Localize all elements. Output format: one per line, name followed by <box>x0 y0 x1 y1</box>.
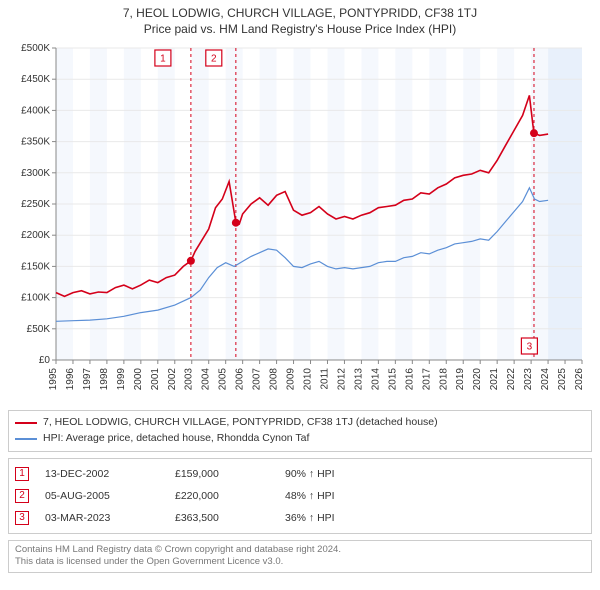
sale-date: 03-MAR-2023 <box>45 512 175 524</box>
svg-text:2002: 2002 <box>167 368 178 391</box>
svg-text:£250K: £250K <box>21 199 50 210</box>
svg-text:2018: 2018 <box>438 368 449 391</box>
sales-row: 2 05-AUG-2005£220,00048% ↑ HPI <box>15 485 585 507</box>
legend: 7, HEOL LODWIG, CHURCH VILLAGE, PONTYPRI… <box>8 410 592 452</box>
svg-text:£400K: £400K <box>21 105 50 116</box>
svg-text:£100K: £100K <box>21 293 50 304</box>
svg-text:2019: 2019 <box>455 368 466 391</box>
sale-point <box>187 257 195 265</box>
svg-text:3: 3 <box>527 342 533 353</box>
sale-marker-icon: 1 <box>15 467 29 481</box>
sale-price: £363,500 <box>175 512 285 524</box>
legend-swatch <box>15 422 37 424</box>
svg-text:2: 2 <box>211 54 217 65</box>
legend-item-hpi: HPI: Average price, detached house, Rhon… <box>15 431 585 447</box>
svg-text:2017: 2017 <box>421 368 432 391</box>
svg-text:£450K: £450K <box>21 74 50 85</box>
footer-line: This data is licensed under the Open Gov… <box>15 556 585 569</box>
svg-text:2022: 2022 <box>506 368 517 391</box>
legend-swatch <box>15 438 37 440</box>
svg-text:2026: 2026 <box>574 368 585 391</box>
svg-text:£350K: £350K <box>21 137 50 148</box>
y-axis: £0 £50K £100K £150K £200K £250K £300K £350K £400… <box>21 43 56 366</box>
svg-text:£500K: £500K <box>21 43 50 54</box>
svg-text:1999: 1999 <box>116 368 127 391</box>
sale-point <box>232 219 240 227</box>
svg-text:2007: 2007 <box>252 368 263 391</box>
svg-text:£300K: £300K <box>21 168 50 179</box>
svg-text:1: 1 <box>160 54 166 65</box>
svg-text:2014: 2014 <box>370 368 381 391</box>
sale-delta: 90% ↑ HPI <box>285 468 425 480</box>
chart-plot: £0 £50K £100K £150K £200K £250K £300K £350K £400… <box>8 42 592 402</box>
svg-text:2021: 2021 <box>489 368 500 391</box>
sale-delta: 48% ↑ HPI <box>285 490 425 502</box>
sale-point <box>530 129 538 137</box>
svg-text:2000: 2000 <box>133 368 144 391</box>
svg-text:2004: 2004 <box>201 368 212 391</box>
svg-text:2009: 2009 <box>286 368 297 391</box>
sale-date: 05-AUG-2005 <box>45 490 175 502</box>
footer: Contains HM Land Registry data © Crown c… <box>8 540 592 574</box>
chart-title: 7, HEOL LODWIG, CHURCH VILLAGE, PONTYPRI… <box>8 6 592 20</box>
svg-text:2005: 2005 <box>218 368 229 391</box>
sales-row: 1 13-DEC-2002£159,00090% ↑ HPI <box>15 463 585 485</box>
svg-text:2013: 2013 <box>353 368 364 391</box>
svg-text:2001: 2001 <box>150 368 161 391</box>
svg-text:2016: 2016 <box>404 368 415 391</box>
svg-text:£50K: £50K <box>27 324 51 335</box>
svg-text:2012: 2012 <box>336 368 347 391</box>
svg-text:1996: 1996 <box>65 368 76 391</box>
svg-text:2015: 2015 <box>387 368 398 391</box>
legend-label: HPI: Average price, detached house, Rhon… <box>43 431 309 447</box>
svg-text:2024: 2024 <box>540 368 551 391</box>
svg-text:2020: 2020 <box>472 368 483 391</box>
sales-row: 3 03-MAR-2023£363,50036% ↑ HPI <box>15 507 585 529</box>
svg-text:£0: £0 <box>39 355 51 366</box>
legend-label: 7, HEOL LODWIG, CHURCH VILLAGE, PONTYPRI… <box>43 415 438 431</box>
svg-text:£200K: £200K <box>21 230 50 241</box>
sale-price: £220,000 <box>175 490 285 502</box>
sales-table: 1 13-DEC-2002£159,00090% ↑ HPI 2 05-AUG-200… <box>8 458 592 534</box>
footer-line: Contains HM Land Registry data © Crown c… <box>15 544 585 557</box>
sale-marker-icon: 2 <box>15 489 29 503</box>
sale-delta: 36% ↑ HPI <box>285 512 425 524</box>
svg-text:1995: 1995 <box>48 368 59 391</box>
svg-text:2010: 2010 <box>303 368 314 391</box>
svg-text:2006: 2006 <box>235 368 246 391</box>
sale-price: £159,000 <box>175 468 285 480</box>
sale-marker-icon: 3 <box>15 511 29 525</box>
svg-text:1997: 1997 <box>82 368 93 391</box>
svg-text:2023: 2023 <box>523 368 534 391</box>
x-axis: 1995 1996 1997 1998 1999 2000 2001 2002 2003 2004… <box>48 360 585 390</box>
svg-text:£150K: £150K <box>21 261 50 272</box>
chart-container: 7, HEOL LODWIG, CHURCH VILLAGE, PONTYPRI… <box>0 0 600 577</box>
chart-subtitle: Price paid vs. HM Land Registry's House … <box>8 22 592 36</box>
svg-text:2003: 2003 <box>184 368 195 391</box>
svg-text:2025: 2025 <box>557 368 568 391</box>
legend-item-property: 7, HEOL LODWIG, CHURCH VILLAGE, PONTYPRI… <box>15 415 585 431</box>
svg-text:2008: 2008 <box>269 368 280 391</box>
svg-text:2011: 2011 <box>319 368 330 390</box>
sale-date: 13-DEC-2002 <box>45 468 175 480</box>
svg-text:1998: 1998 <box>99 368 110 391</box>
